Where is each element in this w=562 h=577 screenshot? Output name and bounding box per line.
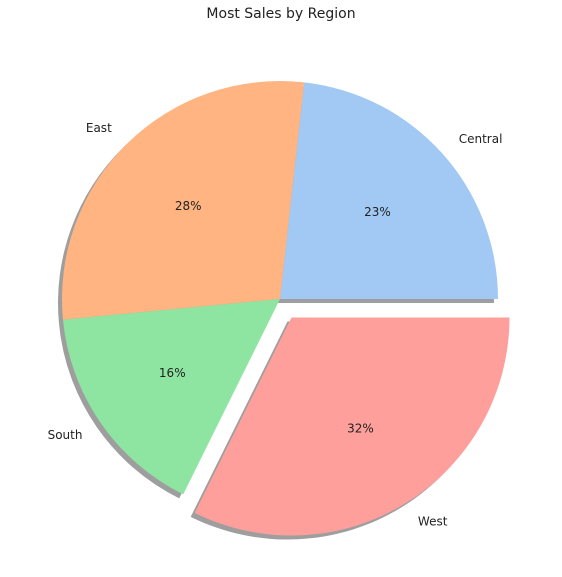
category-label-central: Central [459,132,503,146]
category-label-south: South [48,428,83,442]
percent-label-east: 28% [175,199,202,213]
pie-slice-west [194,317,510,536]
category-label-west: West [418,514,448,528]
pie-slice-south [62,299,280,495]
percent-label-central: 23% [364,205,391,219]
percent-label-south: 16% [159,366,186,380]
pie-labels: 23% Central 28% East 16% South 32% West [48,121,503,528]
pie-slice-east [62,81,305,320]
pie-slices [62,81,510,536]
chart-title: Most Sales by Region [206,6,356,22]
percent-label-west: 32% [347,422,374,436]
pie-slice-central [280,82,498,299]
category-label-east: East [86,121,112,135]
